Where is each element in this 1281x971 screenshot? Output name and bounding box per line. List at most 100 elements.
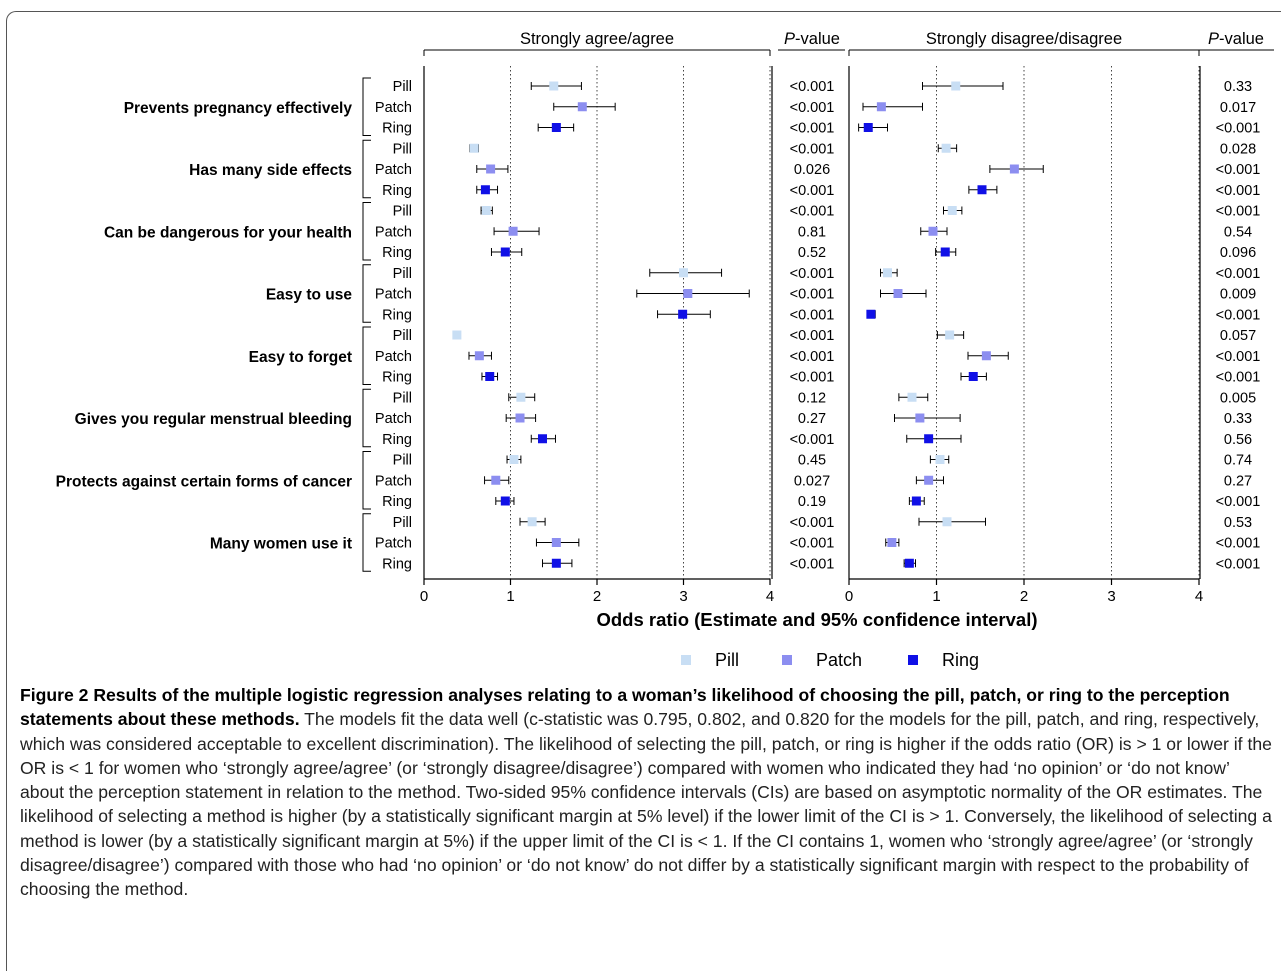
caption-body: The models fit the data well (c-statisti… bbox=[20, 709, 1272, 900]
or-marker-patch bbox=[981, 351, 991, 361]
x-tick-label-agree: 1 bbox=[506, 588, 514, 605]
pvalue-agree: 0.52 bbox=[798, 245, 826, 261]
pvalue-disagree: 0.009 bbox=[1220, 287, 1256, 303]
or-marker-ring bbox=[551, 123, 561, 132]
or-marker-ring bbox=[500, 496, 510, 506]
caption-title: Figure 2 Results of the multiple logisti… bbox=[20, 685, 1230, 730]
statement-bracket bbox=[362, 513, 371, 572]
statement-bracket bbox=[362, 451, 371, 510]
or-marker-ring bbox=[551, 558, 561, 568]
pvalue-disagree: <0.001 bbox=[1216, 266, 1261, 282]
pvalue-disagree: <0.001 bbox=[1216, 556, 1261, 572]
or-marker-pill bbox=[469, 143, 479, 153]
pvalue-disagree: 0.53 bbox=[1224, 515, 1252, 531]
statement-label: Can be dangerous for your health bbox=[104, 224, 352, 241]
pvalue-agree: 0.027 bbox=[794, 473, 830, 489]
or-marker-pill bbox=[935, 455, 945, 464]
pvalue-agree: <0.001 bbox=[790, 515, 835, 531]
pvalue-agree: <0.001 bbox=[790, 183, 835, 199]
pvalue-agree: <0.001 bbox=[790, 266, 835, 282]
or-marker-patch bbox=[924, 475, 934, 485]
or-marker-patch bbox=[474, 351, 484, 361]
or-marker-patch bbox=[508, 226, 518, 236]
or-marker-ring bbox=[678, 309, 688, 319]
method-label-patch: Patch bbox=[375, 536, 412, 552]
statement-bracket bbox=[362, 202, 371, 261]
pvalue-disagree: <0.001 bbox=[1216, 162, 1261, 178]
or-marker-ring bbox=[968, 372, 978, 381]
statement-bracket bbox=[362, 139, 371, 199]
legend-label-patch: Patch bbox=[816, 650, 862, 670]
or-marker-pill bbox=[527, 517, 537, 527]
method-label-ring: Ring bbox=[382, 432, 412, 448]
pvalue-disagree: <0.001 bbox=[1216, 204, 1261, 220]
or-marker-pill bbox=[516, 392, 526, 402]
or-marker-patch bbox=[577, 102, 587, 112]
or-marker-patch bbox=[491, 475, 501, 485]
pvalue-disagree: 0.057 bbox=[1220, 328, 1256, 344]
pvalue-agree: <0.001 bbox=[790, 536, 835, 552]
pvalue-agree: <0.001 bbox=[790, 307, 835, 323]
or-marker-ring bbox=[911, 496, 921, 506]
x-tick-label-disagree: 2 bbox=[1020, 588, 1028, 605]
method-label-ring: Ring bbox=[382, 370, 412, 386]
pvalue-disagree: <0.001 bbox=[1216, 494, 1261, 510]
method-label-ring: Ring bbox=[382, 245, 412, 261]
method-label-ring: Ring bbox=[382, 494, 412, 510]
panel-title-disagree: Strongly disagree/disagree bbox=[926, 30, 1122, 48]
statement-label: Protects against certain forms of cancer bbox=[56, 473, 352, 490]
figure-caption: Figure 2 Results of the multiple logisti… bbox=[20, 683, 1278, 902]
legend-swatch-ring bbox=[908, 655, 918, 665]
or-marker-patch bbox=[551, 538, 561, 547]
method-label-pill: Pill bbox=[393, 515, 412, 531]
legend-swatch-patch bbox=[782, 655, 792, 665]
or-marker-pill bbox=[907, 392, 917, 402]
method-label-pill: Pill bbox=[393, 204, 412, 220]
method-label-ring: Ring bbox=[382, 307, 412, 323]
legend-label-pill: Pill bbox=[715, 650, 739, 670]
pvalue-agree: <0.001 bbox=[790, 287, 835, 303]
x-tick-label-disagree: 4 bbox=[1195, 588, 1203, 605]
or-marker-pill bbox=[549, 81, 559, 91]
or-marker-pill bbox=[945, 330, 955, 340]
pvalue-disagree: 0.096 bbox=[1220, 245, 1256, 261]
or-marker-ring bbox=[538, 434, 548, 444]
or-marker-patch bbox=[1009, 164, 1019, 174]
method-label-pill: Pill bbox=[393, 79, 412, 95]
pvalue-disagree: 0.56 bbox=[1224, 432, 1252, 448]
pvalue-agree: 0.026 bbox=[794, 162, 830, 178]
method-label-patch: Patch bbox=[375, 100, 412, 116]
or-marker-patch bbox=[683, 289, 693, 298]
or-marker-ring bbox=[863, 123, 873, 132]
or-marker-pill bbox=[942, 517, 952, 527]
or-marker-ring bbox=[924, 434, 934, 444]
method-label-patch: Patch bbox=[375, 224, 412, 240]
pvalue-agree: <0.001 bbox=[790, 204, 835, 220]
pvalue-disagree: 0.017 bbox=[1220, 100, 1256, 116]
statement-label: Prevents pregnancy effectively bbox=[124, 100, 353, 117]
method-label-patch: Patch bbox=[375, 349, 412, 365]
pvalue-agree: 0.27 bbox=[798, 411, 826, 427]
or-marker-patch bbox=[928, 226, 938, 236]
or-marker-pill bbox=[481, 206, 491, 215]
pvalue-disagree: 0.27 bbox=[1224, 473, 1252, 489]
legend-label-ring: Ring bbox=[942, 650, 979, 670]
or-marker-patch bbox=[893, 289, 903, 298]
statement-label: Many women use it bbox=[210, 536, 352, 553]
x-tick-label-agree: 2 bbox=[593, 588, 601, 605]
x-tick-label-agree: 3 bbox=[679, 588, 687, 605]
pvalue-agree: <0.001 bbox=[790, 432, 835, 448]
pvalue-agree: 0.81 bbox=[798, 224, 826, 240]
x-axis-title: Odds ratio (Estimate and 95% confidence … bbox=[596, 609, 1037, 630]
pvalue-disagree: <0.001 bbox=[1216, 307, 1261, 323]
statement-bracket bbox=[362, 326, 371, 385]
method-label-patch: Patch bbox=[375, 162, 412, 178]
or-marker-ring bbox=[480, 185, 490, 195]
statement-label: Easy to use bbox=[266, 287, 353, 304]
pvalue-header-disagree: P-value bbox=[1208, 30, 1264, 48]
or-marker-patch bbox=[515, 413, 525, 423]
pvalue-disagree: 0.028 bbox=[1220, 141, 1256, 157]
x-tick-label-disagree: 1 bbox=[932, 588, 940, 605]
statement-bracket bbox=[362, 388, 371, 448]
or-marker-ring bbox=[866, 309, 876, 319]
